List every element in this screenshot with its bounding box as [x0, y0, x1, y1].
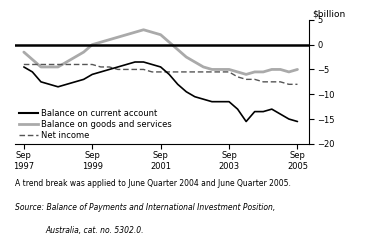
- Text: Source: Balance of Payments and International Investment Position,: Source: Balance of Payments and Internat…: [15, 203, 275, 212]
- Text: A trend break was applied to June Quarter 2004 and June Quarter 2005.: A trend break was applied to June Quarte…: [15, 179, 291, 187]
- Text: Australia, cat. no. 5302.0.: Australia, cat. no. 5302.0.: [46, 226, 144, 235]
- Legend: Balance on current account, Balance on goods and services, Net income: Balance on current account, Balance on g…: [19, 109, 172, 140]
- Text: $billion: $billion: [312, 10, 346, 19]
